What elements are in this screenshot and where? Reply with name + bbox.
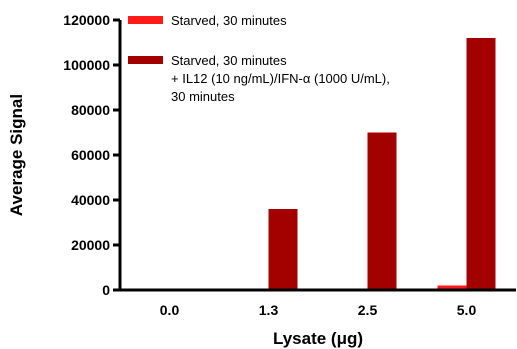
legend-label-2: 30 minutes	[171, 89, 235, 104]
y-tick-label: 80000	[71, 102, 110, 118]
y-tick-label: 0	[102, 282, 110, 298]
legend-swatch-2	[128, 56, 163, 64]
y-ticks-group: 0 20000 40000 60000 80000 100000 120000	[63, 12, 120, 298]
legend-swatch-1	[128, 16, 163, 24]
y-tick-label: 40000	[71, 192, 110, 208]
x-tick-label: 1.3	[259, 302, 279, 318]
y-tick-label: 120000	[63, 12, 110, 28]
legend-label-1: Starved, 30 minutes	[171, 13, 287, 28]
bar-series-2-2.5	[367, 132, 397, 290]
y-tick-label: 100000	[63, 57, 110, 73]
y-axis-title: Average Signal	[7, 94, 26, 216]
y-tick-label: 60000	[71, 147, 110, 163]
x-tick-label: 0.0	[160, 302, 180, 318]
bar-series-1-5.0	[437, 285, 467, 290]
y-tick-label: 20000	[71, 237, 110, 253]
legend: Starved, 30 minutes Starved, 30 minutes + …	[128, 13, 390, 104]
x-tick-label: 5.0	[457, 302, 477, 318]
legend-label-2: Starved, 30 minutes	[171, 53, 287, 68]
x-axis-title: Lysate (μg)	[273, 329, 363, 348]
legend-label-2: + IL12 (10 ng/mL)/IFN-α (1000 U/mL),	[171, 71, 390, 86]
bars-group	[268, 38, 496, 290]
x-tick-label: 2.5	[358, 302, 378, 318]
bar-series-2-5.0	[466, 38, 496, 290]
bar-series-2-1.3	[268, 209, 298, 290]
x-ticks-group: 0.0 1.3 2.5 5.0	[160, 302, 477, 318]
